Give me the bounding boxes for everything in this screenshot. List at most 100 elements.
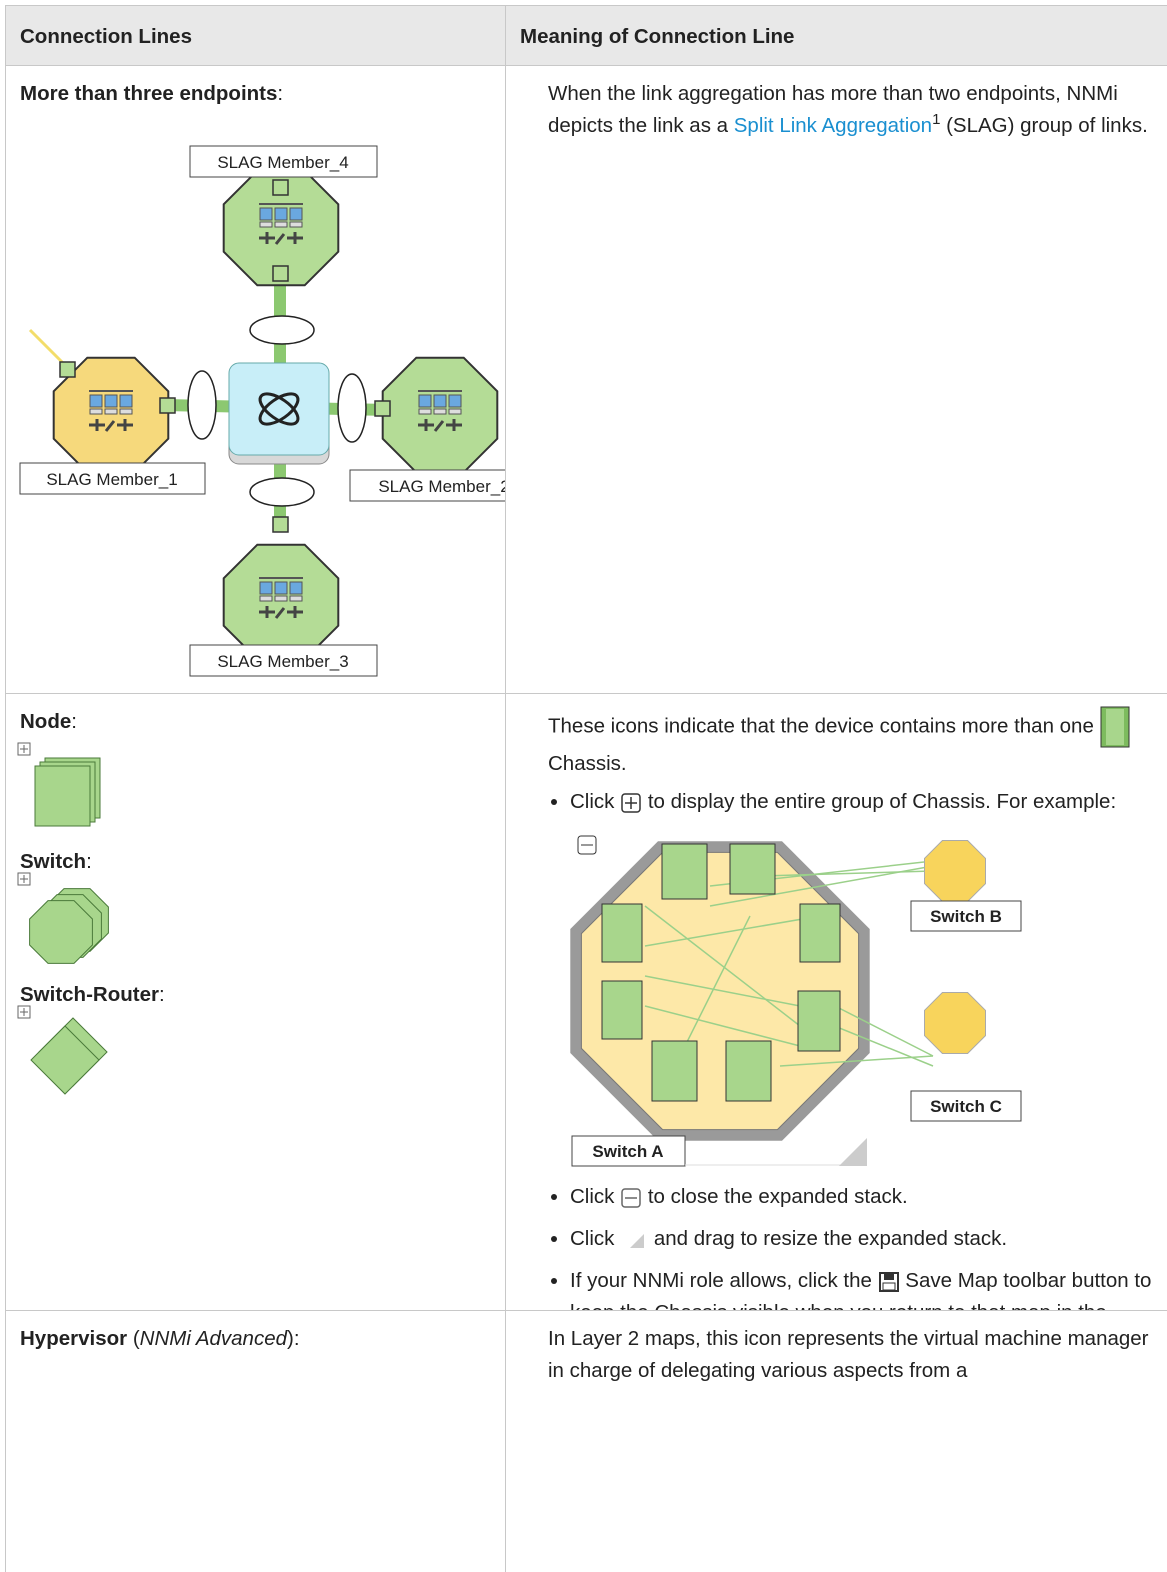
ellipse [249, 477, 315, 507]
node-label: Switch B [930, 907, 1002, 926]
link[interactable]: Split Link Aggregation [733, 114, 933, 137]
ellipse [187, 370, 217, 440]
item: Node: [20, 706, 491, 846]
ports [59, 179, 391, 533]
switch-octagon [222, 169, 340, 287]
switch-router-stack [30, 1017, 108, 1095]
device-icon [89, 390, 133, 432]
paragraph: When the link aggregation has more than … [548, 82, 1118, 137]
header-text: Meaning of Connection Line [520, 25, 795, 48]
device-icon [418, 390, 462, 432]
expand-icon [621, 792, 641, 813]
resize-icon [630, 1233, 645, 1248]
switch-octagon [924, 992, 986, 1054]
punctuation: : [86, 850, 92, 873]
bullet: Click to display the entire group of Cha… [570, 786, 1153, 1171]
glyph-part [119, 394, 133, 408]
glyph-part [119, 408, 133, 415]
table-cell: These icons indicate that the device con… [505, 693, 1167, 1310]
punctuation: : [277, 82, 284, 105]
row-label: Node [20, 710, 72, 733]
item: Switch: [20, 846, 491, 979]
glyph-part [89, 419, 133, 432]
bullet-text: Click [570, 1185, 615, 1208]
table-cell: In Layer 2 maps, this icon represents th… [505, 1310, 1167, 1572]
glyph-part [289, 221, 303, 228]
bullet-list: Click to display the entire group of Cha… [548, 786, 1153, 1310]
glyph-part [289, 595, 303, 602]
stack-icons [17, 742, 109, 1095]
node-label: Switch A [592, 1142, 663, 1161]
table-cell: When the link aggregation has more than … [505, 65, 1167, 693]
chassis-diagram: Switch B Switch C Switch A [570, 835, 1022, 1167]
hub [228, 362, 330, 456]
switch-octagon [924, 840, 986, 902]
glyph-part [104, 394, 118, 408]
glyph-part [448, 394, 462, 408]
row-label: Switch-Router [20, 983, 159, 1006]
glyph-part [418, 419, 462, 432]
glyph-part [89, 394, 103, 408]
hub-symbol [258, 392, 300, 426]
expand-plus [20, 745, 28, 1016]
switch-stack [29, 888, 109, 964]
header-cell: Meaning of Connection Line [505, 5, 1167, 65]
bullet-text: and drag to resize the expanded stack. [653, 1227, 1008, 1250]
bullet: Click and drag to resize the expanded st… [570, 1223, 1153, 1255]
table-cell: Hypervisor (NNMi Advanced): [5, 1310, 505, 1572]
node-label: Switch C [930, 1097, 1002, 1116]
edition-note: NNMi Advanced [139, 1327, 287, 1350]
slag-diagram: SLAG Member_4 SLAG Member_1 SLAG Member_… [19, 145, 505, 677]
glyph-part [259, 232, 303, 245]
table-cell: More than three endpoints: [5, 65, 505, 693]
switch-octagon [222, 543, 340, 661]
node-stack [34, 757, 101, 827]
aggregation-ellipses [187, 315, 367, 507]
bullet-text: to close the expanded stack. [647, 1185, 908, 1208]
header-text: Connection Lines [20, 25, 192, 48]
glyph-part [259, 606, 303, 619]
item: Switch-Router: [20, 979, 491, 1011]
glyph-part [433, 394, 447, 408]
footnote: 1 [932, 111, 941, 129]
node-label: SLAG Member_3 [217, 652, 348, 671]
row-label: Hypervisor [20, 1327, 128, 1350]
collapse-icon [621, 1187, 641, 1208]
ellipse [249, 315, 315, 345]
ellipse [337, 373, 367, 443]
bullet: If your NNMi role allows, click the Save… [570, 1265, 1153, 1310]
device-icon [259, 577, 303, 619]
paragraph: (SLAG) group of links. [946, 114, 1148, 137]
row-label: More than three endpoints [20, 82, 278, 105]
glyph-part [259, 207, 273, 221]
punctuation: : [158, 983, 165, 1006]
bullet: Click to close the expanded stack. [570, 1181, 1153, 1213]
header-cell: Connection Lines [5, 5, 505, 65]
chassis-icon [1100, 706, 1130, 748]
glyph-part [259, 595, 273, 602]
glyph-part [418, 408, 432, 415]
glyph-part [289, 207, 303, 221]
row-label: Switch [20, 850, 87, 873]
glyph-part [274, 207, 288, 221]
glyph-part [433, 408, 447, 415]
resize-handle [839, 1138, 867, 1166]
punctuation: : [71, 710, 77, 733]
punctuation: ( [132, 1327, 140, 1350]
glyph-part [259, 581, 273, 595]
paragraph: Chassis. [548, 752, 627, 775]
paragraph: In Layer 2 maps, this icon represents th… [548, 1327, 1149, 1382]
table-cell: Node: Switch: Switch-Router: [5, 693, 505, 1310]
bullet-text: If your NNMi role allows, click the [570, 1269, 872, 1292]
device-icon [259, 203, 303, 245]
glyph-part [89, 408, 103, 415]
node-label: SLAG Member_2 [378, 477, 505, 496]
glyph-part [274, 221, 288, 228]
glyph-part [104, 408, 118, 415]
switch-octagon [381, 356, 499, 474]
node-label: SLAG Member_4 [217, 153, 348, 172]
bullet-text: Click [570, 790, 615, 813]
glyph-part [274, 581, 288, 595]
bullet-text: Click [570, 1227, 615, 1250]
